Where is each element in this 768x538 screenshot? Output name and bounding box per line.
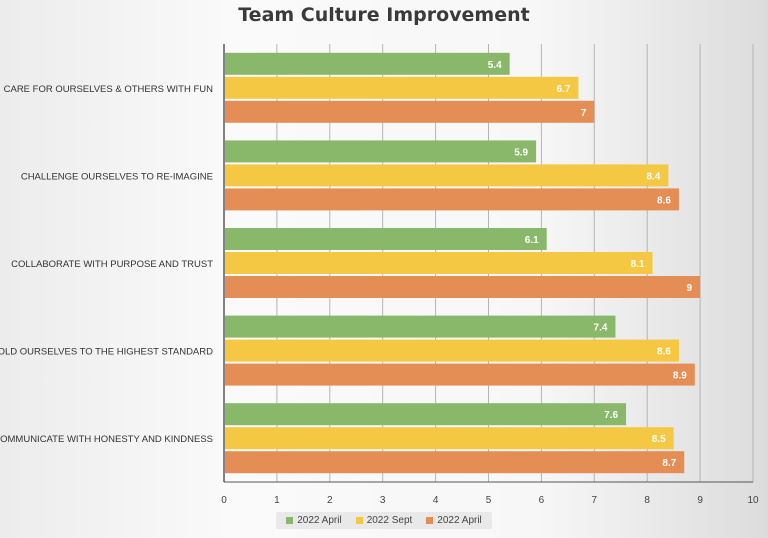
bar <box>225 403 627 426</box>
x-tick-label: 7 <box>592 495 598 506</box>
data-label: 5.4 <box>488 60 502 71</box>
category-label: CARE FOR OURSELVES & OTHERS WITH FUN <box>4 84 214 95</box>
data-label: 8.4 <box>646 171 660 182</box>
data-label: 8.6 <box>657 195 671 206</box>
x-tick-label: 3 <box>380 495 386 506</box>
category-label: HOLD OURSELVES TO THE HIGHEST STANDARD <box>0 347 213 358</box>
category-label: COMMUNICATE WITH HONESTY AND KINDNESS <box>0 434 213 445</box>
bar <box>225 140 537 163</box>
data-label: 6.1 <box>525 235 539 246</box>
data-label: 7.6 <box>604 410 618 421</box>
x-tick-label: 1 <box>274 495 280 506</box>
bar <box>225 52 510 75</box>
bar <box>225 276 701 298</box>
data-label: 9 <box>687 283 693 294</box>
legend-swatch <box>426 517 434 524</box>
legend-swatch <box>286 517 294 524</box>
data-label: 8.7 <box>662 458 676 469</box>
legend-label: 2022 Sept <box>366 515 413 526</box>
x-tick-label: 5 <box>486 495 492 506</box>
data-label: 5.9 <box>514 147 528 158</box>
bar <box>225 76 579 99</box>
bar <box>225 252 653 274</box>
data-label: 8.9 <box>673 371 687 382</box>
x-tick-label: 8 <box>644 495 650 506</box>
category-label: CHALLENGE OURSELVES TO RE-IMAGINE <box>21 171 213 182</box>
bar <box>225 164 669 187</box>
x-tick-label: 6 <box>539 495 545 506</box>
legend-item: 2022 Sept <box>355 515 413 526</box>
legend-swatch <box>355 517 363 524</box>
data-label: 8.6 <box>657 347 671 358</box>
data-label: 7 <box>581 108 587 119</box>
legend-item: 2022 April <box>426 515 482 526</box>
legend-label: 2022 April <box>297 515 342 526</box>
bar <box>225 315 616 338</box>
bar <box>225 451 685 474</box>
x-tick-label: 10 <box>747 495 759 506</box>
x-tick-label: 0 <box>221 495 227 506</box>
legend-box: 2022 April 2022 Sept 2022 April <box>276 512 492 529</box>
bar <box>225 100 595 123</box>
x-tick-label: 2 <box>327 495 333 506</box>
legend: 2022 April 2022 Sept 2022 April <box>0 512 768 529</box>
x-tick-label: 4 <box>433 495 439 506</box>
bar <box>225 228 547 250</box>
data-label: 8.1 <box>631 259 645 270</box>
legend-label: 2022 April <box>437 515 482 526</box>
bar <box>225 188 679 211</box>
legend-item: 2022 April <box>286 515 342 526</box>
category-label: COLLABORATE WITH PURPOSE AND TRUST <box>11 259 213 270</box>
bar <box>225 339 679 362</box>
bar <box>225 427 674 450</box>
bar <box>225 363 695 386</box>
x-tick-label: 9 <box>697 495 703 506</box>
chart-title: Team Culture Improvement <box>238 4 530 26</box>
data-label: 7.4 <box>594 323 608 334</box>
data-label: 8.5 <box>652 434 666 445</box>
data-label: 6.7 <box>557 84 571 95</box>
